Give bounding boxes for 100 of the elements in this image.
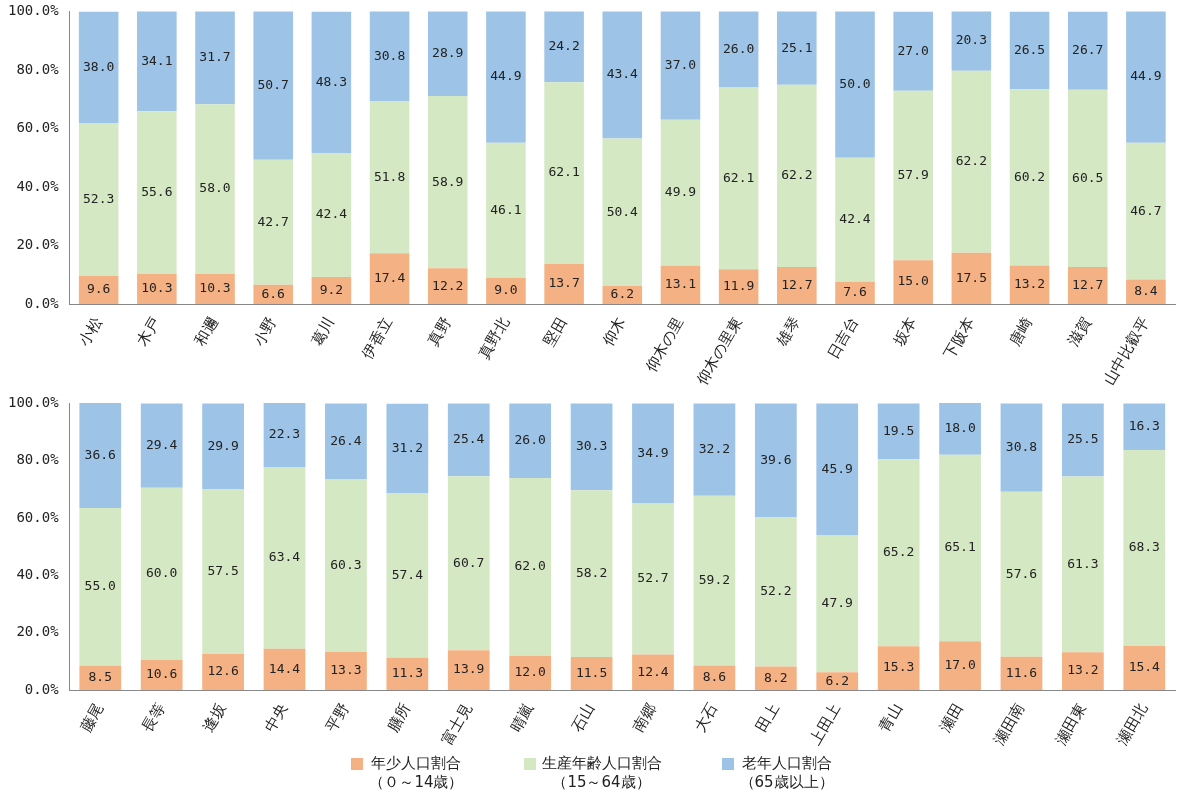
data-label: 13.9 [453,661,485,677]
bar [1009,11,1050,90]
data-label: 34.9 [637,444,669,460]
bar [877,646,920,691]
bar [544,82,584,264]
data-label: 15.4 [1128,659,1161,675]
bar [951,252,992,305]
bar [602,11,643,139]
x-tick-label: 瀬田東 [1051,700,1090,749]
data-label: 12.7 [781,276,813,292]
bar [137,273,177,305]
x-tick-label: 滋賀 [1063,314,1095,350]
bar [693,495,736,666]
bar [325,479,367,652]
x-tick-label: 坂本 [888,314,921,351]
data-label: 29.9 [207,437,239,453]
bar [754,516,797,667]
bar [447,403,490,477]
data-label: 7.6 [843,284,867,300]
data-label: 60.3 [330,556,362,572]
data-label: 16.3 [1128,418,1160,434]
data-label: 50.0 [839,75,871,91]
data-label: 60.2 [1013,168,1046,184]
x-tick-label: 葛川 [307,314,339,350]
data-label: 52.7 [637,570,669,586]
bar [253,159,293,285]
data-label: 58.9 [432,173,464,189]
bar [1067,266,1108,305]
data-label: 39.6 [760,451,792,467]
data-label: 26.0 [514,432,546,448]
data-label: 8.2 [764,669,788,685]
data-label: 62.0 [514,558,546,574]
data-label: 11.5 [575,664,608,680]
bar [140,487,183,660]
data-label: 11.6 [1005,664,1038,680]
bar [544,263,584,305]
bar [311,153,352,278]
bar [816,403,859,535]
bar [632,654,674,691]
bar [137,111,177,274]
data-label: 51.8 [373,168,406,184]
bar [311,11,352,154]
x-tick-label: 下阪本 [940,314,979,363]
x-tick-label: 石山 [567,700,599,736]
bar [202,489,244,654]
bar [1126,142,1166,280]
bar [835,281,875,305]
bar [1062,476,1104,653]
data-label: 43.4 [606,66,639,82]
y-tick-label: 60.0% [16,119,60,136]
data-label: 26.0 [722,40,755,56]
data-label: 6.2 [825,672,849,688]
bar [486,11,526,143]
bar [1009,89,1050,266]
data-label: 62.1 [722,169,755,185]
bar [718,11,759,88]
x-tick-label: 瀬田北 [1113,700,1152,749]
data-label: 60.0 [146,565,178,581]
bar [509,477,552,656]
bar [632,503,674,655]
data-label: 68.3 [1128,539,1160,555]
x-tick-label: 逢坂 [199,700,230,736]
data-label: 63.4 [268,549,301,565]
data-label: 26.5 [1013,41,1046,57]
bar [427,11,468,96]
data-label: 57.4 [391,566,424,582]
x-tick-label: 日吉台 [823,314,862,363]
x-tick-label: 真野 [423,314,455,350]
data-label: 57.5 [207,562,239,578]
data-label: 50.7 [257,76,289,92]
data-label: 55.0 [84,578,116,594]
x-tick-label: 小松 [74,314,106,350]
bar [660,119,701,266]
data-label: 31.2 [391,439,423,455]
data-label: 9.6 [86,281,111,297]
bar [893,90,933,261]
x-tick-label: 山中比叡平 [1099,314,1153,389]
x-tick-label: 堅田 [540,314,571,350]
bar [718,87,759,270]
x-tick-label: 富士見 [437,700,476,749]
bar [486,142,526,278]
x-tick-label: 伊香立 [358,314,397,363]
bar [893,11,933,91]
x-tick-label: 大石 [690,700,722,736]
bar [939,641,981,691]
data-label: 42.7 [257,213,289,229]
data-label: 36.6 [84,446,116,462]
y-tick-label: 60.0% [16,508,60,525]
data-label: 9.0 [494,282,518,298]
data-label: 30.8 [373,47,406,63]
bar [369,101,410,254]
y-tick-label: 20.0% [16,236,60,253]
x-tick-label: 唐崎 [1005,314,1037,350]
y-tick-label: 80.0% [16,60,60,77]
bar [78,11,119,123]
data-label: 10.3 [141,280,173,296]
bar [1126,11,1166,143]
x-tick-label: 仰木 [598,314,630,350]
bar [835,11,875,158]
data-label: 42.4 [839,211,871,227]
